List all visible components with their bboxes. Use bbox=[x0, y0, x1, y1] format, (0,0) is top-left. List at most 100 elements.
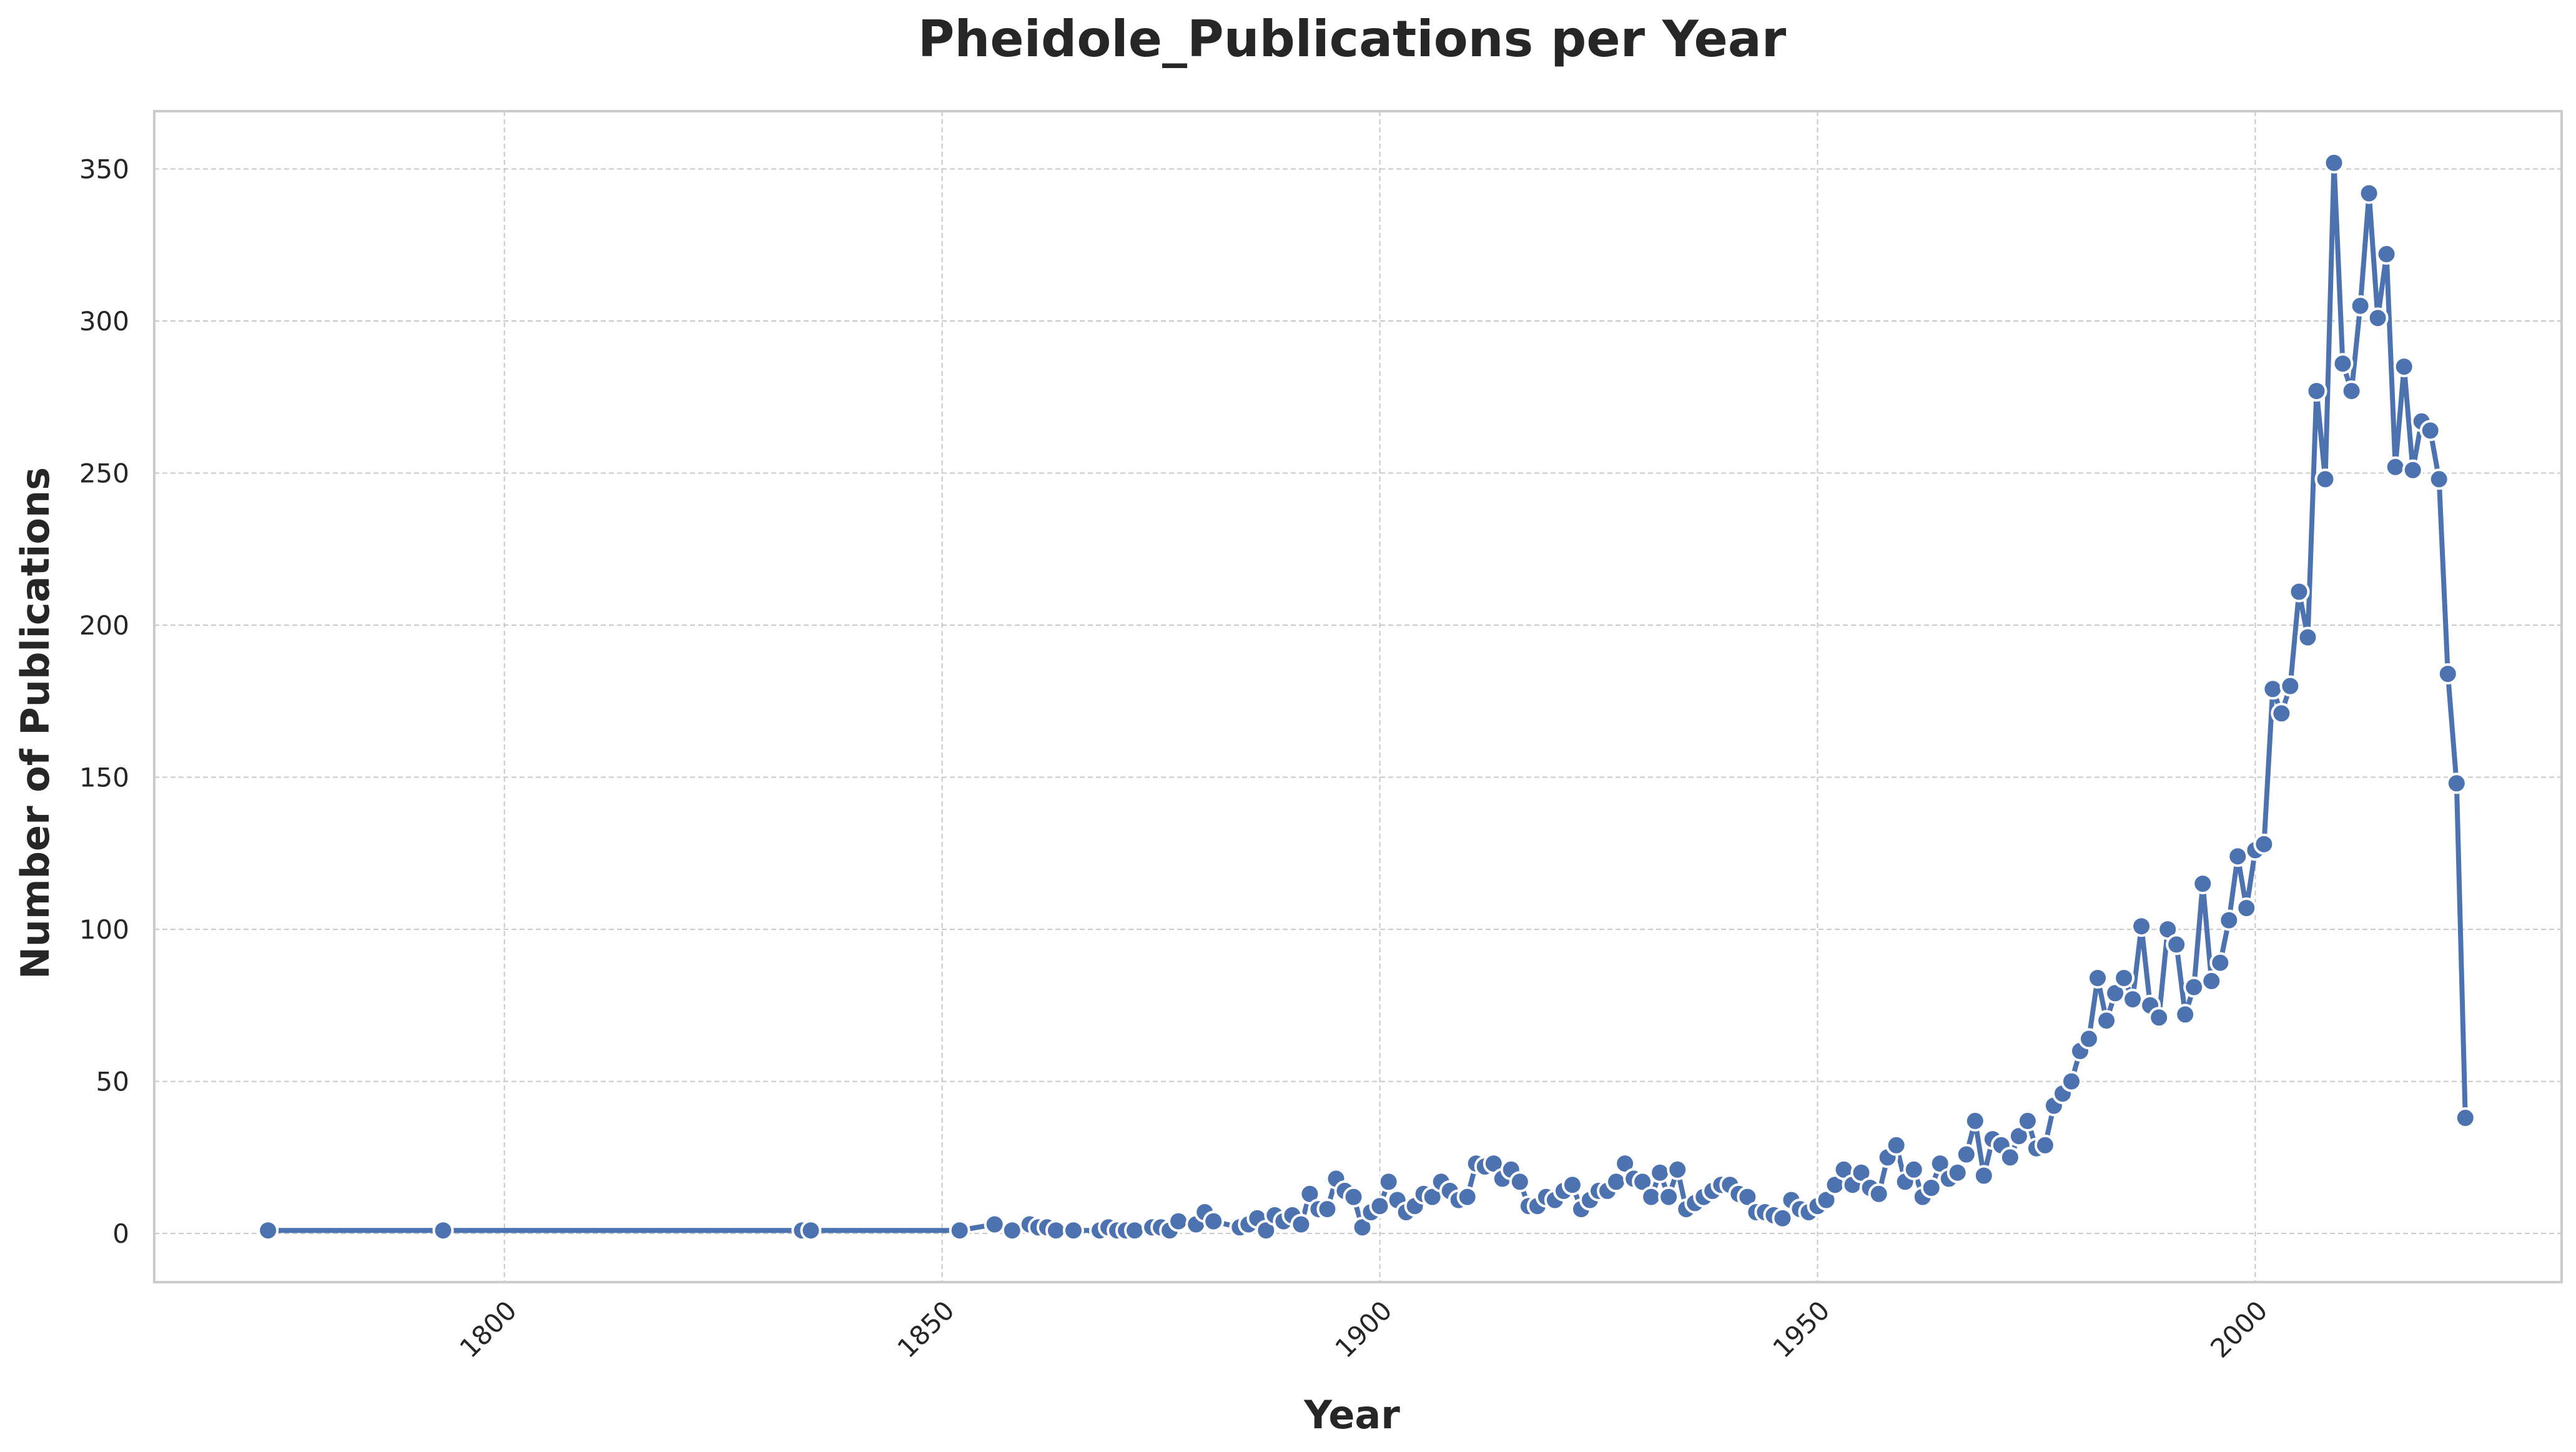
data-point bbox=[1456, 1186, 1478, 1208]
data-point bbox=[2034, 1134, 2056, 1156]
data-point bbox=[2113, 967, 2135, 989]
data-point bbox=[1947, 1162, 1968, 1183]
data-point bbox=[2314, 468, 2336, 490]
x-tick-label: 1800 bbox=[454, 1295, 523, 1363]
data-point bbox=[1606, 1171, 1627, 1193]
data-point bbox=[1290, 1213, 1312, 1235]
grid-lines bbox=[154, 111, 2562, 1282]
data-point bbox=[1658, 1186, 1680, 1208]
data-point bbox=[2454, 1107, 2476, 1129]
x-axis-ticks: 1800 1850 1900 1950 2000 bbox=[454, 1295, 2274, 1363]
data-point bbox=[1045, 1220, 1067, 1242]
data-point bbox=[2218, 909, 2240, 931]
data-point bbox=[2323, 152, 2345, 174]
data-point bbox=[2419, 420, 2441, 442]
data-point bbox=[1920, 1177, 1942, 1198]
data-point bbox=[1667, 1158, 1689, 1180]
data-point bbox=[2131, 916, 2153, 937]
data-point bbox=[1369, 1195, 1391, 1217]
data-point bbox=[2279, 675, 2301, 697]
data-point bbox=[2087, 967, 2108, 989]
data-point bbox=[1343, 1186, 1364, 1208]
data-point bbox=[2376, 243, 2397, 265]
data-point bbox=[2271, 703, 2292, 724]
data-point bbox=[432, 1220, 454, 1242]
data-point bbox=[1973, 1165, 1995, 1187]
data-point bbox=[1955, 1143, 1977, 1165]
data-point bbox=[1062, 1220, 1084, 1242]
y-tick-label: 350 bbox=[79, 154, 129, 185]
y-tick-label: 250 bbox=[79, 458, 129, 489]
x-tick-label: 1950 bbox=[1767, 1295, 1835, 1363]
data-point bbox=[2201, 970, 2223, 992]
data-point bbox=[949, 1220, 970, 1242]
data-point bbox=[2341, 380, 2362, 402]
data-point bbox=[1868, 1183, 1890, 1205]
y-tick-label: 0 bbox=[112, 1218, 129, 1249]
data-point bbox=[1964, 1110, 1986, 1132]
data-point bbox=[1641, 1186, 1662, 1208]
series-lines bbox=[265, 160, 2468, 1233]
y-tick-label: 200 bbox=[79, 610, 129, 641]
series-points bbox=[257, 152, 2476, 1242]
y-tick-label: 100 bbox=[79, 914, 129, 945]
data-point bbox=[2061, 1070, 2082, 1092]
data-point bbox=[2227, 846, 2249, 867]
data-point bbox=[2288, 581, 2310, 603]
y-tick-label: 300 bbox=[79, 306, 129, 337]
data-point bbox=[2428, 468, 2450, 490]
plot-area-frame bbox=[153, 110, 2563, 1283]
data-point bbox=[2367, 307, 2389, 329]
data-point bbox=[2445, 773, 2467, 794]
data-point bbox=[1885, 1134, 1907, 1156]
data-point bbox=[800, 1220, 822, 1242]
y-tick-label: 50 bbox=[96, 1067, 129, 1097]
x-tick-label: 1850 bbox=[891, 1295, 960, 1363]
data-point bbox=[2192, 873, 2214, 894]
data-point bbox=[1124, 1220, 1145, 1242]
data-point bbox=[1316, 1198, 1338, 1220]
data-point bbox=[1561, 1174, 1583, 1196]
data-point bbox=[2358, 182, 2380, 204]
data-point bbox=[1509, 1171, 1531, 1193]
data-point bbox=[984, 1213, 1005, 1235]
data-point bbox=[2384, 456, 2406, 478]
y-axis-title: Number of Publications bbox=[12, 467, 58, 979]
y-axis-ticks: 0 50 100 150 200 250 300 350 bbox=[79, 154, 129, 1250]
data-point bbox=[2122, 989, 2144, 1010]
data-point bbox=[2262, 678, 2284, 700]
data-point bbox=[2437, 663, 2459, 684]
data-point bbox=[1903, 1158, 1925, 1180]
data-point bbox=[1378, 1171, 1399, 1193]
data-point bbox=[2297, 626, 2319, 648]
data-point bbox=[1999, 1147, 2021, 1168]
data-point bbox=[1001, 1220, 1023, 1242]
data-point bbox=[2393, 356, 2415, 378]
data-point bbox=[2096, 1010, 2118, 1032]
data-point bbox=[2016, 1110, 2038, 1132]
data-point bbox=[2148, 1007, 2170, 1029]
data-point bbox=[257, 1220, 279, 1242]
data-point bbox=[2402, 459, 2424, 481]
chart-title: Pheidole_Publications per Year bbox=[918, 10, 1787, 68]
data-point bbox=[2183, 976, 2205, 998]
data-point bbox=[1168, 1210, 1190, 1232]
series-line bbox=[265, 160, 2468, 1233]
data-point bbox=[2306, 380, 2327, 402]
x-axis-title: Year bbox=[1303, 1392, 1400, 1438]
x-tick-label: 1900 bbox=[1329, 1295, 1398, 1363]
data-point bbox=[2078, 1028, 2100, 1050]
data-point bbox=[1772, 1207, 1794, 1229]
data-point bbox=[2236, 897, 2258, 919]
data-point bbox=[2349, 295, 2371, 317]
data-point bbox=[1649, 1162, 1671, 1183]
data-point bbox=[2174, 1004, 2196, 1025]
y-tick-label: 150 bbox=[79, 763, 129, 793]
data-point bbox=[1203, 1210, 1225, 1232]
data-point bbox=[2209, 952, 2231, 974]
data-point bbox=[2166, 934, 2188, 956]
x-tick-label: 2000 bbox=[2204, 1295, 2273, 1363]
data-point bbox=[2332, 353, 2354, 375]
